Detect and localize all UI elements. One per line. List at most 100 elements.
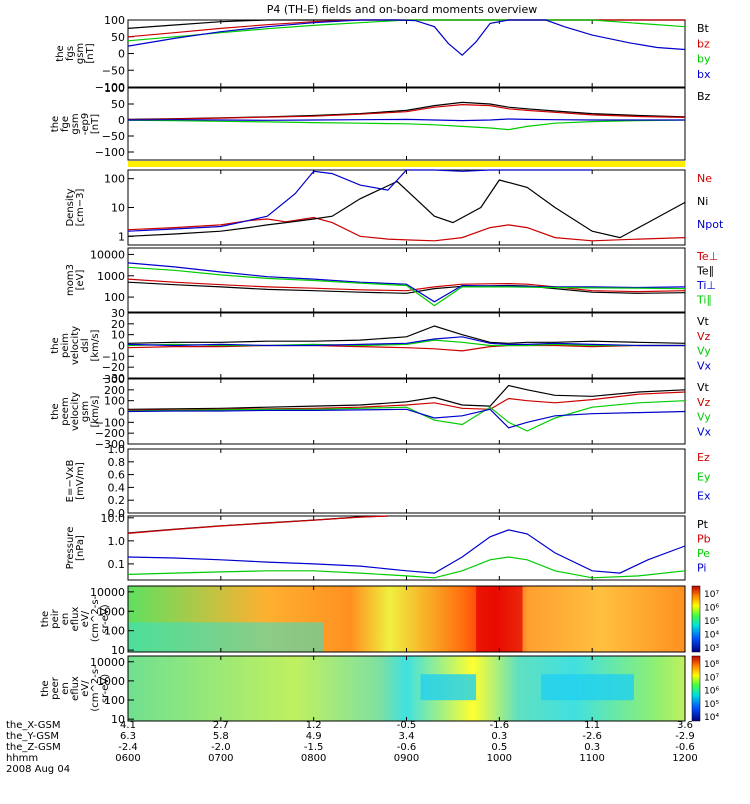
y-tick-label: −200 [95, 427, 125, 440]
legend-fge-bz: Bz [697, 90, 711, 103]
legend-peem-vz: Vz [697, 396, 711, 409]
colorbar-tick-label: 10⁵ [704, 617, 719, 627]
y-tick-label: −30 [102, 372, 125, 385]
y-label-line: en [60, 613, 71, 626]
panel-frame [127, 19, 686, 88]
y-tick-label: 0.1 [108, 558, 126, 571]
legend-pressure-pb: Pb [697, 533, 711, 546]
y-axis-label: the fgs gsm [nT] [55, 43, 96, 64]
footer-value: 0.5 [491, 742, 508, 753]
footer-value: -2.9 [675, 731, 695, 742]
footer-value: 0800 [300, 753, 327, 764]
series-density-ni [127, 179, 686, 239]
spectrogram-peer-patch-a [420, 674, 477, 701]
y-tick-label: −20 [102, 361, 125, 374]
footer-value: 1200 [672, 753, 698, 764]
y-tick-label: 0.0 [108, 507, 126, 520]
series-peem-vx [127, 408, 686, 429]
y-label-line: dsl [80, 338, 91, 352]
y-label-line: -ep9 [80, 113, 91, 135]
y-label-line: the [50, 337, 61, 353]
y-tick-label: 0 [118, 114, 125, 127]
spectrogram-peir-peak [476, 586, 523, 652]
colorbar-tick-label: 10⁶ [704, 687, 719, 697]
y-tick-label: 100 [104, 395, 125, 408]
y-tick-label: 0.2 [108, 494, 126, 507]
y-tick-label: 10 [111, 713, 125, 726]
legend-efield-ey: Ey [697, 470, 711, 483]
y-tick-label: −100 [95, 416, 125, 429]
legend-peem-vt: Vt [697, 381, 710, 394]
y-label-line: velocity [70, 326, 81, 365]
colorbar-peir [691, 585, 701, 653]
panel-fgs: 100 50 0 −50 −100 the fgs gsm [nT] Bt bz by bx [55, 14, 711, 94]
y-label-line: [km/s] [90, 329, 101, 361]
legend-efield-ez: Ez [697, 451, 710, 464]
y-axis-label: the peir en eflux eV/(cm^2-s-sr-eV) [40, 595, 111, 642]
y-axis-label: mom3 [eV] [65, 264, 86, 296]
footer-value: 3.4 [398, 731, 415, 742]
series-pressure-pi [127, 529, 686, 574]
y-label-line: peim [60, 333, 71, 358]
y-label-line: sr-eV) [100, 604, 111, 633]
series-density-npot [127, 169, 593, 232]
y-tick-label: 1 [118, 230, 125, 243]
footer-value: 0700 [208, 753, 234, 764]
legend-peem-vx: Vx [697, 425, 712, 438]
footer-value: 1000 [486, 753, 513, 764]
y-tick-label: 10000 [90, 656, 125, 669]
y-tick-label: 10.0 [101, 512, 126, 525]
legend-mom-te⊥: Te⊥ [696, 250, 718, 263]
legend-peim-vt: Vt [697, 315, 710, 328]
y-tick-label: 50 [111, 98, 125, 111]
colorbar-tick-label: 10⁶ [704, 604, 719, 614]
legend-peim-vz: Vz [697, 330, 711, 343]
legend-peem-vy: Vy [697, 411, 711, 424]
colorbar-tick-label: 10⁸ [704, 660, 719, 670]
legend-mom-te∥: Te∥ [696, 265, 714, 278]
y-label-line: the [40, 680, 51, 696]
y-label-line: the [50, 403, 61, 419]
series-fge-bx [127, 118, 685, 122]
y-label-line: the [55, 45, 66, 61]
footer-value: -0.5 [396, 720, 417, 731]
y-label-line: fge [60, 116, 71, 132]
y-label-line: en [60, 682, 71, 695]
footer-value: 2.7 [212, 720, 229, 731]
y-tick-label: 10 [111, 329, 125, 342]
y-label-line: [mV/m] [75, 462, 86, 500]
y-tick-label: 1.0 [108, 535, 126, 548]
footer-row-label: the_X-GSM [6, 720, 61, 731]
y-tick-label: 100 [104, 173, 125, 186]
series-peem-vt [127, 384, 686, 410]
footer-value: 0.3 [491, 731, 508, 742]
series-mom-te∥ [127, 281, 686, 294]
y-label-line: sr-eV) [100, 674, 111, 703]
footer-row-label: the_Y-GSM [6, 731, 60, 742]
panel-frame [127, 247, 686, 313]
legend-density-ne: Ne [697, 172, 712, 185]
series-fgs-bx [127, 19, 686, 57]
colorbar-tick-label: 10⁷ [704, 590, 719, 600]
footer-value: 4.9 [305, 731, 322, 742]
y-label-line: mom3 [65, 264, 76, 296]
y-tick-label: 100 [104, 291, 125, 304]
y-label-line: E=−VxB [65, 460, 76, 503]
panel-mom: 10000 1000 100 mom3 [eV] Te⊥ Te∥Ti⊥ Ti∥ [65, 247, 718, 313]
footer-date: 2008 Aug 04 [6, 764, 71, 775]
legend-mom-ti∥: Ti∥ [696, 294, 712, 307]
y-axis-label: the peim velocity dsl [km/s] [50, 326, 101, 365]
y-tick-label: 0 [118, 340, 125, 353]
y-tick-label: 200 [104, 384, 125, 397]
footer-value: 3.6 [677, 720, 693, 731]
footer-value: -1.6 [489, 720, 510, 731]
series-fge-bt [127, 101, 686, 120]
y-label-line: peer [50, 676, 61, 700]
y-label-line: peir [50, 608, 61, 628]
y-label-line: peem [60, 397, 71, 425]
y-tick-label: 1000 [97, 675, 125, 688]
series-fge-bz [127, 103, 686, 121]
series-peim-vx [127, 336, 685, 347]
y-axis-label: Density [cm−3] [65, 188, 86, 226]
